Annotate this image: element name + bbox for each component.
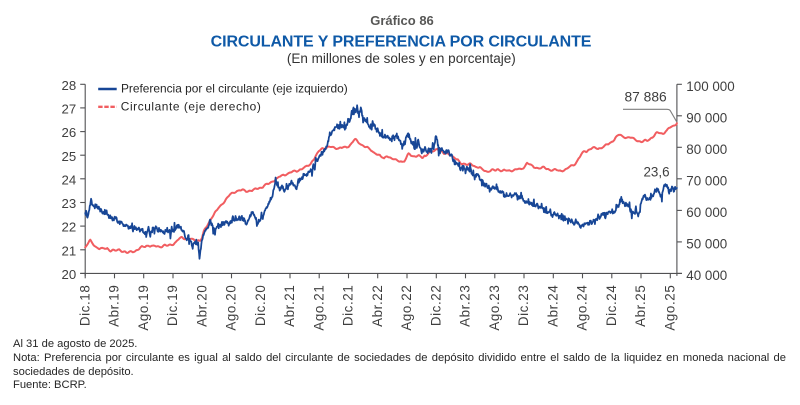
- svg-text:25: 25: [62, 149, 77, 164]
- svg-text:Abr.19: Abr.19: [107, 285, 122, 327]
- svg-text:28: 28: [62, 78, 77, 93]
- svg-text:Circulante (eje derecho): Circulante (eje derecho): [121, 100, 262, 114]
- svg-text:40 000: 40 000: [686, 268, 727, 283]
- svg-text:Ago.25: Ago.25: [663, 285, 678, 331]
- svg-text:27: 27: [62, 102, 77, 117]
- svg-text:Ago.23: Ago.23: [487, 285, 502, 331]
- svg-text:Dic.21: Dic.21: [341, 285, 356, 327]
- svg-text:Abr.24: Abr.24: [546, 285, 561, 327]
- svg-text:Preferencia por el circulante: Preferencia por el circulante (eje izqui…: [121, 82, 348, 96]
- svg-text:Dic.20: Dic.20: [253, 285, 268, 327]
- svg-text:90 000: 90 000: [686, 110, 727, 125]
- svg-text:23: 23: [62, 196, 77, 211]
- svg-text:Ago.21: Ago.21: [311, 285, 326, 331]
- svg-text:Ago.19: Ago.19: [136, 285, 151, 331]
- svg-text:70 000: 70 000: [686, 173, 727, 188]
- svg-text:Ago.22: Ago.22: [399, 285, 414, 331]
- svg-text:Abr.23: Abr.23: [458, 285, 473, 327]
- svg-text:24: 24: [62, 172, 77, 187]
- svg-text:Dic.18: Dic.18: [77, 285, 92, 327]
- svg-text:Abr.25: Abr.25: [633, 285, 648, 327]
- svg-text:23,6: 23,6: [643, 165, 669, 180]
- svg-text:Dic.19: Dic.19: [165, 285, 180, 327]
- svg-text:Dic.24: Dic.24: [604, 285, 619, 327]
- svg-text:Ago.20: Ago.20: [224, 285, 239, 331]
- svg-text:Abr.21: Abr.21: [282, 285, 297, 327]
- svg-text:Gráfico 86: Gráfico 86: [370, 13, 434, 28]
- svg-text:Abr.22: Abr.22: [370, 285, 385, 327]
- svg-text:20: 20: [62, 267, 77, 282]
- svg-text:Dic.23: Dic.23: [516, 285, 531, 327]
- svg-text:Abr.20: Abr.20: [194, 285, 209, 327]
- svg-text:Dic.22: Dic.22: [429, 285, 444, 327]
- svg-text:80 000: 80 000: [686, 142, 727, 157]
- svg-text:22: 22: [62, 220, 77, 235]
- svg-text:60 000: 60 000: [686, 205, 727, 220]
- svg-text:(En millones de soles y en por: (En millones de soles y en porcentaje): [287, 51, 516, 66]
- svg-text:50 000: 50 000: [686, 237, 727, 252]
- svg-text:100 000: 100 000: [686, 79, 734, 94]
- svg-text:Ago.24: Ago.24: [575, 285, 590, 331]
- svg-text:21: 21: [62, 243, 77, 258]
- svg-text:26: 26: [62, 125, 77, 140]
- svg-text:87 886: 87 886: [624, 90, 667, 105]
- svg-text:CIRCULANTE Y PREFERENCIA POR C: CIRCULANTE Y PREFERENCIA POR CIRCULANTE: [211, 33, 592, 50]
